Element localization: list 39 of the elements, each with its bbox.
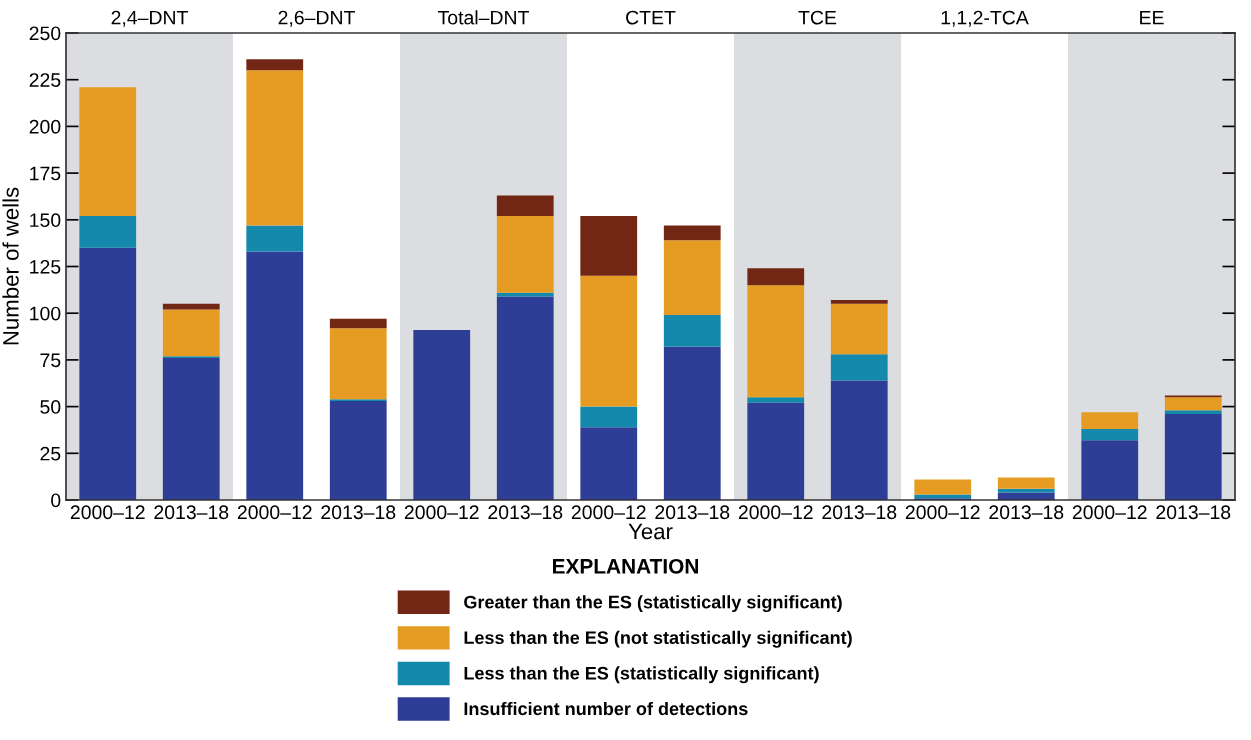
x-tick-label: 2013–18 (822, 505, 897, 520)
legend-label: Less than the ES (statistically significant) (464, 666, 819, 684)
legend-label: Less than the ES (not statistically significant) (464, 630, 852, 648)
x-tick-label: 2013–18 (1156, 505, 1231, 520)
x-tick-label: 2000–12 (70, 505, 145, 520)
x-tick-label: 2013–18 (321, 505, 396, 520)
text: TCE (798, 10, 837, 25)
y-tick-label: 200 (29, 119, 61, 134)
y-tick-label: 0 (51, 493, 61, 508)
x-tick-label: 2000–12 (571, 505, 646, 520)
legend-title: EXPLANATION (553, 558, 698, 574)
y-axis-title: Number of wells (2, 187, 19, 345)
x-axis-title: Year (628, 523, 673, 540)
text: EE (1140, 10, 1164, 25)
x-tick-label: 2000–12 (905, 505, 980, 520)
x-tick-label: 2000–12 (1072, 505, 1147, 520)
text: 1,1,2-TCA (941, 10, 1029, 27)
x-tick-label: 2000–12 (738, 505, 813, 520)
legend-label: Greater than the ES (statistically significant) (464, 595, 842, 613)
y-tick-label: 150 (30, 213, 61, 228)
y-tick-label: 50 (40, 400, 61, 414)
text: 2,4–DNT (111, 10, 188, 27)
text: Total–DNT (438, 10, 529, 25)
x-tick-label: 2013–18 (488, 505, 563, 520)
y-tick-label: 175 (30, 166, 61, 181)
y-tick-label: 75 (40, 353, 61, 368)
legend-label: Insufficient number of detections (464, 701, 748, 716)
y-tick-label: 25 (40, 446, 61, 461)
y-tick-label: 100 (30, 306, 61, 321)
x-tick-label: 2013–18 (989, 505, 1064, 520)
x-tick-label: 2013–18 (154, 505, 229, 520)
y-tick-label: 225 (29, 73, 61, 87)
y-tick-label: 250 (29, 26, 61, 41)
x-tick-label: 2000–12 (237, 505, 312, 520)
text: 2,6–DNT (278, 10, 355, 27)
y-tick-label: 125 (30, 259, 61, 274)
x-tick-label: 2013–18 (655, 505, 730, 520)
text: CTET (626, 10, 676, 25)
x-tick-label: 2000–12 (404, 505, 479, 520)
